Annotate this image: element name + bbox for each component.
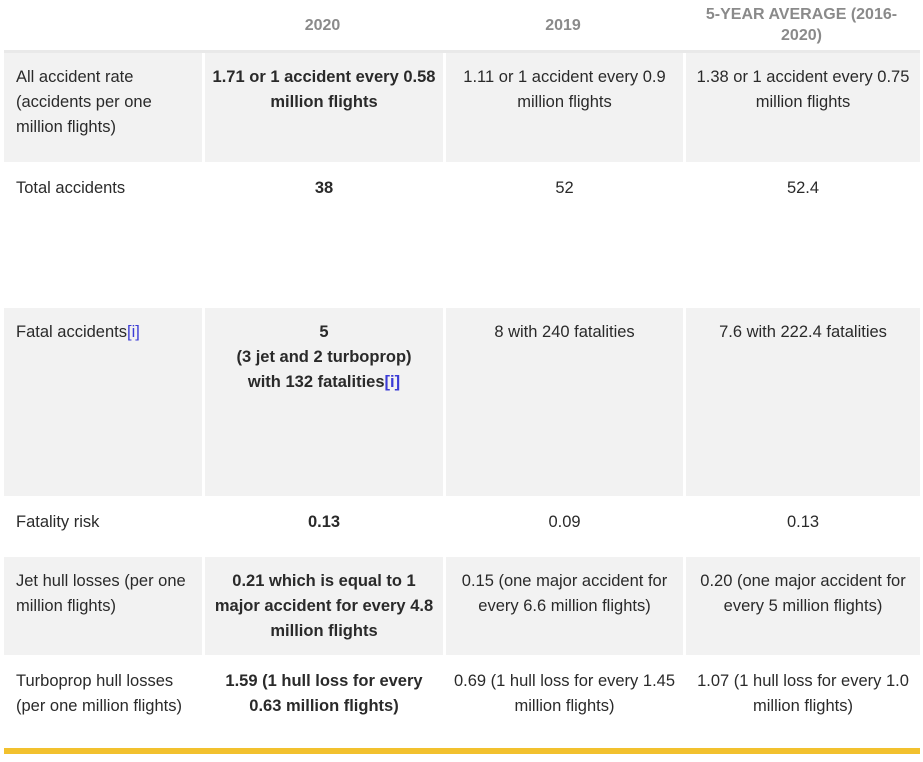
safety-stats-table-container: 2020 2019 5-YEAR AVERAGE (2016-2020) All… xyxy=(4,0,920,762)
header-empty xyxy=(4,0,202,53)
table-row: Fatal accidents[i] 5 (3 jet and 2 turbopr… xyxy=(4,308,920,498)
row-label: Total accidents xyxy=(4,164,202,308)
cell-2020: 38 xyxy=(202,164,443,308)
cell-average: 1.07 (1 hull loss for every 1.0 million … xyxy=(683,657,920,762)
table-row: All accident rate (accidents per one mil… xyxy=(4,53,920,164)
cell-2019: 0.09 xyxy=(443,498,683,557)
row-label: Fatality risk xyxy=(4,498,202,557)
cell-2019: 52 xyxy=(443,164,683,308)
cell-2020-line3: with 132 fatalities xyxy=(247,373,385,391)
row-label: Jet hull losses (per one million flights… xyxy=(4,557,202,657)
cell-2019: 0.15 (one major accident for every 6.6 m… xyxy=(443,557,683,657)
cell-2020: 0.21 which is equal to 1 major accident … xyxy=(202,557,443,657)
cell-2019: 1.11 or 1 accident every 0.9 million fli… xyxy=(443,53,683,164)
footnote-link[interactable]: [i] xyxy=(384,373,401,391)
table-row: Total accidents 38 52 52.4 xyxy=(4,164,920,308)
table-row: Jet hull losses (per one million flights… xyxy=(4,557,920,657)
cell-2020: 1.71 or 1 accident every 0.58 million fl… xyxy=(202,53,443,164)
cell-2019: 0.69 (1 hull loss for every 1.45 million… xyxy=(443,657,683,762)
cell-2020: 0.13 xyxy=(202,498,443,557)
cell-average: 0.13 xyxy=(683,498,920,557)
table-row: Fatality risk 0.13 0.09 0.13 xyxy=(4,498,920,557)
cell-2020: 5 (3 jet and 2 turboprop) with 132 fatalit… xyxy=(202,308,443,498)
row-label: All accident rate (accidents per one mil… xyxy=(4,53,202,164)
header-row: 2020 2019 5-YEAR AVERAGE (2016-2020) xyxy=(4,0,920,53)
cell-2019: 8 with 240 fatalities xyxy=(443,308,683,498)
header-2019: 2019 xyxy=(443,0,683,53)
accent-bar xyxy=(4,748,920,754)
cell-2020-line2: (3 jet and 2 turboprop) xyxy=(236,348,412,366)
cell-average: 52.4 xyxy=(683,164,920,308)
cell-2020: 1.59 (1 hull loss for every 0.63 million… xyxy=(202,657,443,762)
row-label-cell: Fatal accidents[i] xyxy=(4,308,202,498)
cell-average: 1.38 or 1 accident every 0.75 million fl… xyxy=(683,53,920,164)
safety-stats-table: 2020 2019 5-YEAR AVERAGE (2016-2020) All… xyxy=(4,0,920,762)
table-row: Turboprop hull losses (per one million f… xyxy=(4,657,920,762)
row-label: Turboprop hull losses (per one million f… xyxy=(4,657,202,762)
header-5yr-average: 5-YEAR AVERAGE (2016-2020) xyxy=(683,0,920,53)
cell-average: 0.20 (one major accident for every 5 mil… xyxy=(683,557,920,657)
cell-average: 7.6 with 222.4 fatalities xyxy=(683,308,920,498)
footnote-link[interactable]: [i] xyxy=(126,323,140,341)
cell-2020-line1: 5 xyxy=(319,323,329,341)
row-label: Fatal accidents xyxy=(16,323,127,341)
header-2020: 2020 xyxy=(202,0,443,53)
